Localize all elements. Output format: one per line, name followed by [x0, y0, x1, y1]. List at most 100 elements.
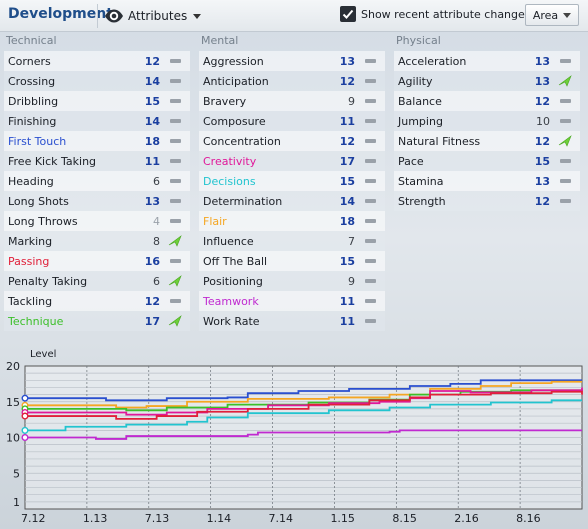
attribute-name: Determination: [203, 194, 283, 208]
trend-flat-icon: [355, 179, 385, 183]
checkbox-checked[interactable]: [340, 6, 356, 22]
attribute-row[interactable]: Free Kick Taking 11: [4, 151, 190, 171]
attribute-row[interactable]: Heading 6: [4, 171, 190, 191]
attribute-row[interactable]: First Touch 18: [4, 131, 190, 151]
attribute-row[interactable]: Finishing 14: [4, 111, 190, 131]
attribute-row[interactable]: Flair 18: [199, 211, 385, 231]
attribute-name: Long Shots: [8, 194, 69, 208]
trend-up-icon: [160, 235, 190, 247]
attribute-row[interactable]: Aggression 13: [199, 51, 385, 71]
attribute-row[interactable]: Bravery 9: [199, 91, 385, 111]
attribute-row[interactable]: Decisions 15: [199, 171, 385, 191]
area-dropdown-button[interactable]: Area: [525, 4, 579, 26]
attribute-name: Marking: [8, 234, 53, 248]
attribute-name: Finishing: [8, 114, 57, 128]
attribute-name: Acceleration: [398, 54, 467, 68]
attribute-row[interactable]: Teamwork 11: [199, 291, 385, 311]
trend-up-icon: [160, 315, 190, 327]
attribute-name: Long Throws: [8, 214, 78, 228]
attribute-row[interactable]: Passing 16: [4, 251, 190, 271]
attribute-value: 13: [534, 74, 550, 88]
trend-flat-icon: [355, 219, 385, 223]
x-tick-label: 8.15: [392, 512, 417, 525]
attribute-row[interactable]: Influence 7: [199, 231, 385, 251]
column-heading: Technical: [6, 34, 57, 47]
attribute-name: Stamina: [398, 174, 444, 188]
attribute-row[interactable]: Composure 11: [199, 111, 385, 131]
attribute-row[interactable]: Marking 8: [4, 231, 190, 251]
show-recent-changes-toggle[interactable]: Show recent attribute changes: [340, 6, 531, 22]
x-tick-label: 7.13: [145, 512, 170, 525]
attribute-value: 6: [153, 174, 160, 188]
attribute-row[interactable]: Natural Fitness 12: [394, 131, 580, 151]
attribute-value: 10: [536, 114, 550, 128]
attribute-row[interactable]: Dribbling 15: [4, 91, 190, 111]
attribute-name: Aggression: [203, 54, 264, 68]
attribute-row[interactable]: Jumping 10: [394, 111, 580, 131]
attribute-name: Concentration: [203, 134, 281, 148]
attribute-name: Composure: [203, 114, 266, 128]
y-tick-label: 10: [6, 432, 20, 445]
trend-flat-icon: [160, 219, 190, 223]
attribute-name: First Touch: [8, 134, 67, 148]
attribute-row[interactable]: Off The Ball 15: [199, 251, 385, 271]
trend-flat-icon: [160, 299, 190, 303]
attribute-name: Decisions: [203, 174, 256, 188]
attribute-row[interactable]: Positioning 9: [199, 271, 385, 291]
attribute-name: Free Kick Taking: [8, 154, 97, 168]
attribute-name: Creativity: [203, 154, 257, 168]
attribute-value: 15: [339, 174, 355, 188]
attribute-row[interactable]: Penalty Taking 6: [4, 271, 190, 291]
attribute-row[interactable]: Determination 14: [199, 191, 385, 211]
attribute-row[interactable]: Pace 15: [394, 151, 580, 171]
attribute-row[interactable]: Long Shots 13: [4, 191, 190, 211]
series-line: [25, 379, 582, 402]
attribute-name: Off The Ball: [203, 254, 268, 268]
trend-flat-icon: [160, 259, 190, 263]
y-tick-label: 15: [6, 396, 20, 409]
attribute-row[interactable]: Concentration 12: [199, 131, 385, 151]
series-start-point: [21, 426, 29, 434]
series-start-point: [21, 394, 29, 402]
attribute-value: 11: [339, 114, 355, 128]
attribute-name: Corners: [8, 54, 51, 68]
trend-up-icon: [160, 275, 190, 287]
attribute-row[interactable]: Creativity 17: [199, 151, 385, 171]
x-tick-label: 1.14: [207, 512, 232, 525]
attribute-row[interactable]: Tackling 12: [4, 291, 190, 311]
attribute-row[interactable]: Crossing 14: [4, 71, 190, 91]
attributes-view-dropdown[interactable]: Attributes: [104, 5, 202, 27]
series-line: [25, 429, 582, 440]
attribute-value: 12: [144, 54, 160, 68]
attribute-column-technical: Technical Corners 12 Crossing 14 Dribbling 15 F…: [4, 34, 190, 331]
trend-flat-icon: [355, 139, 385, 143]
attribute-row[interactable]: Stamina 13: [394, 171, 580, 191]
trend-flat-icon: [355, 279, 385, 283]
attribute-row[interactable]: Work Rate 11: [199, 311, 385, 331]
attribute-value: 13: [534, 174, 550, 188]
attribute-column-physical: Physical Acceleration 13 Agility 13 Balance 12…: [394, 34, 580, 211]
attribute-value: 14: [144, 74, 160, 88]
attribute-name: Penalty Taking: [8, 274, 88, 288]
attribute-row[interactable]: Strength 12: [394, 191, 580, 211]
attribute-row[interactable]: Long Throws 4: [4, 211, 190, 231]
trend-flat-icon: [160, 119, 190, 123]
attribute-row[interactable]: Corners 12: [4, 51, 190, 71]
attribute-name: Heading: [8, 174, 54, 188]
attribute-row[interactable]: Acceleration 13: [394, 51, 580, 71]
attribute-name: Strength: [398, 194, 446, 208]
attribute-row[interactable]: Technique 17: [4, 311, 190, 331]
attribute-name: Jumping: [398, 114, 443, 128]
show-recent-changes-label: Show recent attribute changes: [361, 7, 531, 21]
attribute-row[interactable]: Balance 12: [394, 91, 580, 111]
trend-flat-icon: [550, 159, 580, 163]
attribute-row[interactable]: Agility 13: [394, 71, 580, 91]
x-tick-label: 2.16: [454, 512, 479, 525]
column-heading: Mental: [201, 34, 239, 47]
attribute-value: 4: [153, 214, 160, 228]
top-bar: Development Attributes Show recent attri…: [0, 0, 588, 32]
attribute-value: 11: [339, 294, 355, 308]
attribute-row[interactable]: Anticipation 12: [199, 71, 385, 91]
check-icon: [342, 9, 354, 19]
development-chart: Level 7.12 1.13 7.13 1.14 7.14 1.15 8.15 2.16 8.…: [0, 345, 588, 529]
